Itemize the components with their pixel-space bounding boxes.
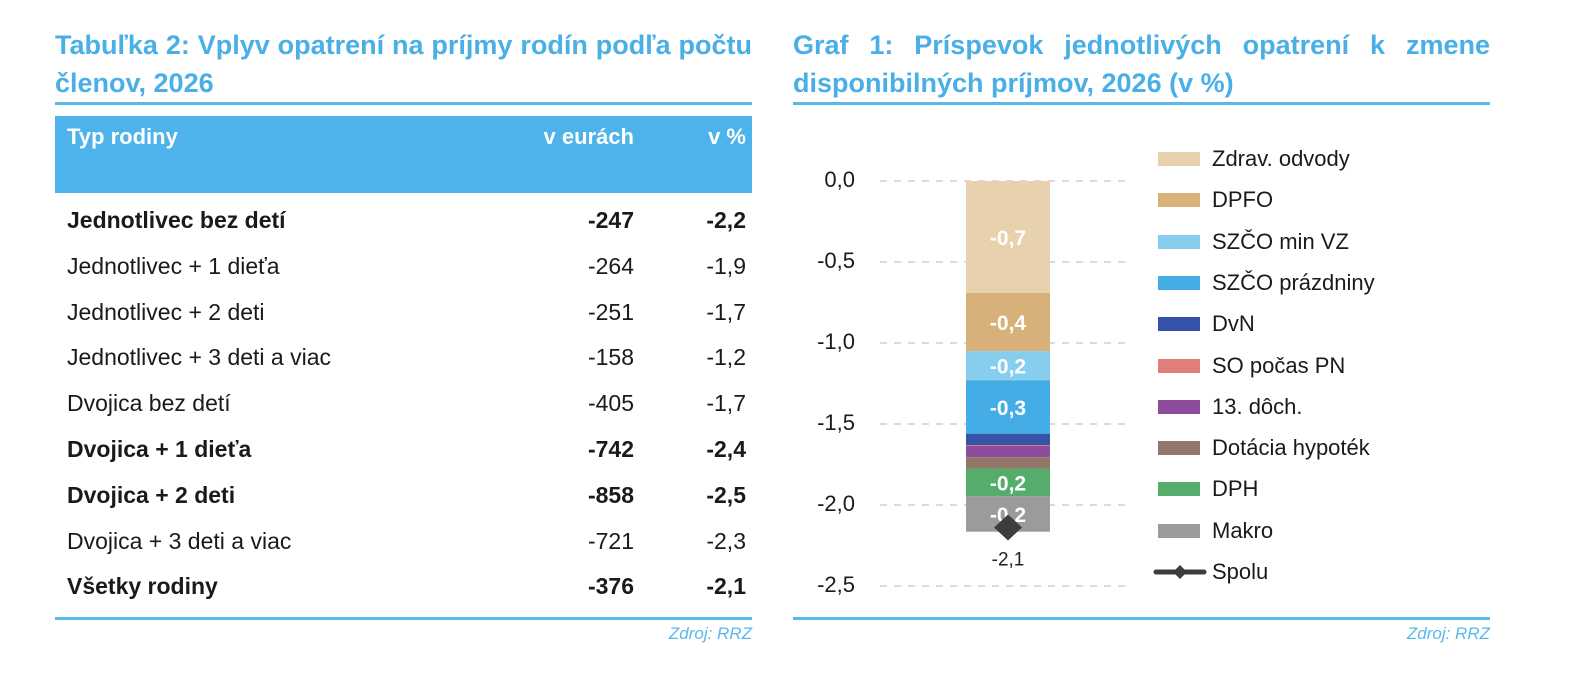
y-tick-label: -1,5 bbox=[817, 410, 855, 435]
bar-segment bbox=[966, 292, 1050, 352]
table-row: Dvojica + 2 deti -858 -2,5 bbox=[55, 475, 752, 515]
table-header: Typ rodiny v eurách v % bbox=[55, 116, 752, 193]
bar-segment bbox=[966, 445, 1050, 447]
row-eur: -405 bbox=[587, 390, 634, 417]
row-eur: -264 bbox=[587, 252, 634, 279]
bar-segment bbox=[966, 468, 1050, 497]
row-pct: -2,2 bbox=[706, 207, 746, 233]
row-pct: -2,1 bbox=[706, 573, 746, 600]
row-pct: -1,9 bbox=[706, 252, 746, 279]
legend-label: 13. dôch. bbox=[1212, 393, 1303, 419]
row-pct: -2,3 bbox=[706, 527, 746, 554]
segment-label: -0,4 bbox=[990, 312, 1027, 335]
table-row: Jednotlivec + 3 deti a viac -158 -1,2 bbox=[55, 337, 752, 377]
col-header-eur: v eurách bbox=[543, 124, 635, 149]
legend-swatch bbox=[1158, 441, 1200, 456]
row-eur: -742 bbox=[587, 436, 634, 462]
legend-label: DPFO bbox=[1212, 187, 1274, 213]
chart-title-rule bbox=[793, 102, 1490, 105]
row-eur: -251 bbox=[587, 298, 634, 325]
row-type: Všetky rodiny bbox=[67, 573, 218, 600]
legend-swatch bbox=[1158, 193, 1200, 208]
bar-segment bbox=[966, 380, 1050, 434]
bar-segment bbox=[966, 445, 1050, 458]
total-label: -2,1 bbox=[992, 549, 1025, 570]
legend-label: SO počas PN bbox=[1212, 352, 1346, 378]
row-type: Jednotlivec bez detí bbox=[67, 207, 286, 233]
row-pct: -1,2 bbox=[706, 344, 746, 371]
legend-swatch bbox=[1158, 275, 1200, 290]
table-row: Jednotlivec + 1 dieťa -264 -1,9 bbox=[55, 246, 752, 286]
bar-segment bbox=[966, 433, 1050, 446]
legend-swatch bbox=[1158, 482, 1200, 497]
y-tick-label: -1,0 bbox=[817, 329, 855, 354]
row-type: Dvojica bez detí bbox=[67, 390, 231, 417]
legend-label: Dotácia hypoték bbox=[1212, 435, 1370, 461]
row-type: Dvojica + 3 deti a viac bbox=[67, 527, 292, 554]
legend-swatch bbox=[1158, 234, 1200, 249]
chart-bottom-rule bbox=[793, 617, 1490, 620]
row-pct: -1,7 bbox=[706, 298, 746, 325]
y-tick-label: 0,0 bbox=[824, 167, 855, 192]
segment-label: -0,2 bbox=[990, 356, 1026, 379]
segment-label: -0,7 bbox=[990, 227, 1026, 250]
legend-swatch bbox=[1158, 523, 1200, 538]
table-title: Tabuľka 2: Vplyv opatrení na príjmy rodí… bbox=[55, 30, 752, 98]
row-eur: -721 bbox=[587, 527, 634, 554]
segment-label: -0,2 bbox=[990, 472, 1026, 495]
table-row: Všetky rodiny -376 -2,1 bbox=[55, 566, 752, 606]
legend-line-marker-icon bbox=[1153, 565, 1207, 579]
row-eur: -858 bbox=[587, 481, 634, 508]
legend-label: SZČO min VZ bbox=[1212, 228, 1349, 254]
table-row: Dvojica + 1 dieťa -742 -2,4 bbox=[55, 429, 752, 469]
legend-swatch bbox=[1158, 399, 1200, 414]
table-title-rule bbox=[55, 102, 752, 105]
bar-segment bbox=[966, 351, 1050, 381]
col-header-pct: v % bbox=[708, 124, 746, 149]
legend-swatch bbox=[1158, 358, 1200, 373]
row-pct: -2,4 bbox=[706, 436, 746, 462]
row-type: Jednotlivec + 1 dieťa bbox=[67, 252, 280, 279]
legend-label: Makro bbox=[1212, 517, 1274, 543]
table-row: Jednotlivec bez detí -247 -2,2 bbox=[55, 200, 752, 240]
legend-label: Spolu bbox=[1212, 559, 1269, 584]
legend-label: DvN bbox=[1212, 311, 1255, 337]
table-source: Zdroj: RRZ bbox=[668, 624, 752, 643]
legend-label: DPH bbox=[1212, 476, 1259, 502]
legend-swatch bbox=[1158, 152, 1200, 166]
table-row: Dvojica + 3 deti a viac -721 -2,3 bbox=[55, 521, 752, 561]
y-tick-label: -2,0 bbox=[817, 491, 855, 516]
col-header-type: Typ rodiny bbox=[67, 124, 178, 149]
bar-segment bbox=[966, 181, 1050, 293]
row-type: Dvojica + 2 deti bbox=[67, 481, 236, 508]
segment-label: -0,3 bbox=[990, 397, 1026, 420]
row-type: Jednotlivec + 2 deti bbox=[67, 298, 265, 325]
row-type: Jednotlivec + 3 deti a viac bbox=[67, 344, 332, 371]
chart-title: Graf 1: Príspevok jednotlivých opatrení … bbox=[793, 30, 1490, 98]
row-pct: -2,5 bbox=[706, 481, 746, 508]
row-pct: -1,7 bbox=[706, 390, 746, 417]
row-eur: -158 bbox=[587, 344, 634, 371]
row-eur: -247 bbox=[587, 207, 634, 233]
y-tick-label: -0,5 bbox=[817, 248, 855, 273]
row-eur: -376 bbox=[587, 573, 634, 600]
table-row: Jednotlivec + 2 deti -251 -1,7 bbox=[55, 292, 752, 332]
bar-segment bbox=[966, 457, 1050, 469]
table-row: Dvojica bez detí -405 -1,7 bbox=[55, 383, 752, 423]
y-tick-label: -2,5 bbox=[817, 572, 855, 597]
legend-label: SZČO prázdniny bbox=[1212, 269, 1375, 295]
total-marker bbox=[994, 514, 1022, 541]
chart-source: Zdroj: RRZ bbox=[1406, 624, 1490, 643]
row-type: Dvojica + 1 dieťa bbox=[67, 436, 252, 462]
legend-swatch bbox=[1158, 317, 1200, 332]
table-bottom-rule bbox=[55, 617, 752, 620]
legend-label: Zdrav. odvody bbox=[1212, 146, 1350, 171]
